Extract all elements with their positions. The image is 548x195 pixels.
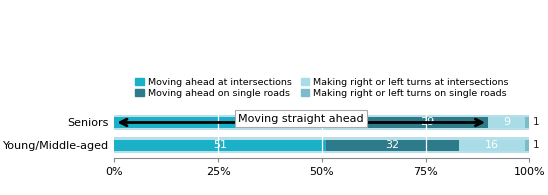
- Bar: [488, 117, 526, 128]
- Bar: [115, 117, 368, 128]
- Bar: [115, 114, 529, 130]
- Text: 1: 1: [533, 117, 539, 128]
- Text: Moving straight ahead: Moving straight ahead: [238, 114, 364, 124]
- Bar: [115, 140, 326, 151]
- Text: 32: 32: [385, 140, 399, 150]
- Legend: Moving ahead at intersections, Moving ahead on single roads, Making right or lef: Moving ahead at intersections, Moving ah…: [132, 74, 512, 102]
- Bar: [526, 117, 529, 128]
- Bar: [326, 140, 459, 151]
- Text: 16: 16: [485, 140, 499, 150]
- Text: 61: 61: [234, 117, 248, 128]
- Bar: [459, 140, 526, 151]
- Bar: [526, 140, 529, 151]
- Bar: [115, 137, 529, 153]
- Text: 9: 9: [503, 117, 510, 128]
- Text: 29: 29: [421, 117, 435, 128]
- Bar: [368, 117, 488, 128]
- Text: 1: 1: [533, 140, 539, 150]
- Text: 51: 51: [213, 140, 227, 150]
